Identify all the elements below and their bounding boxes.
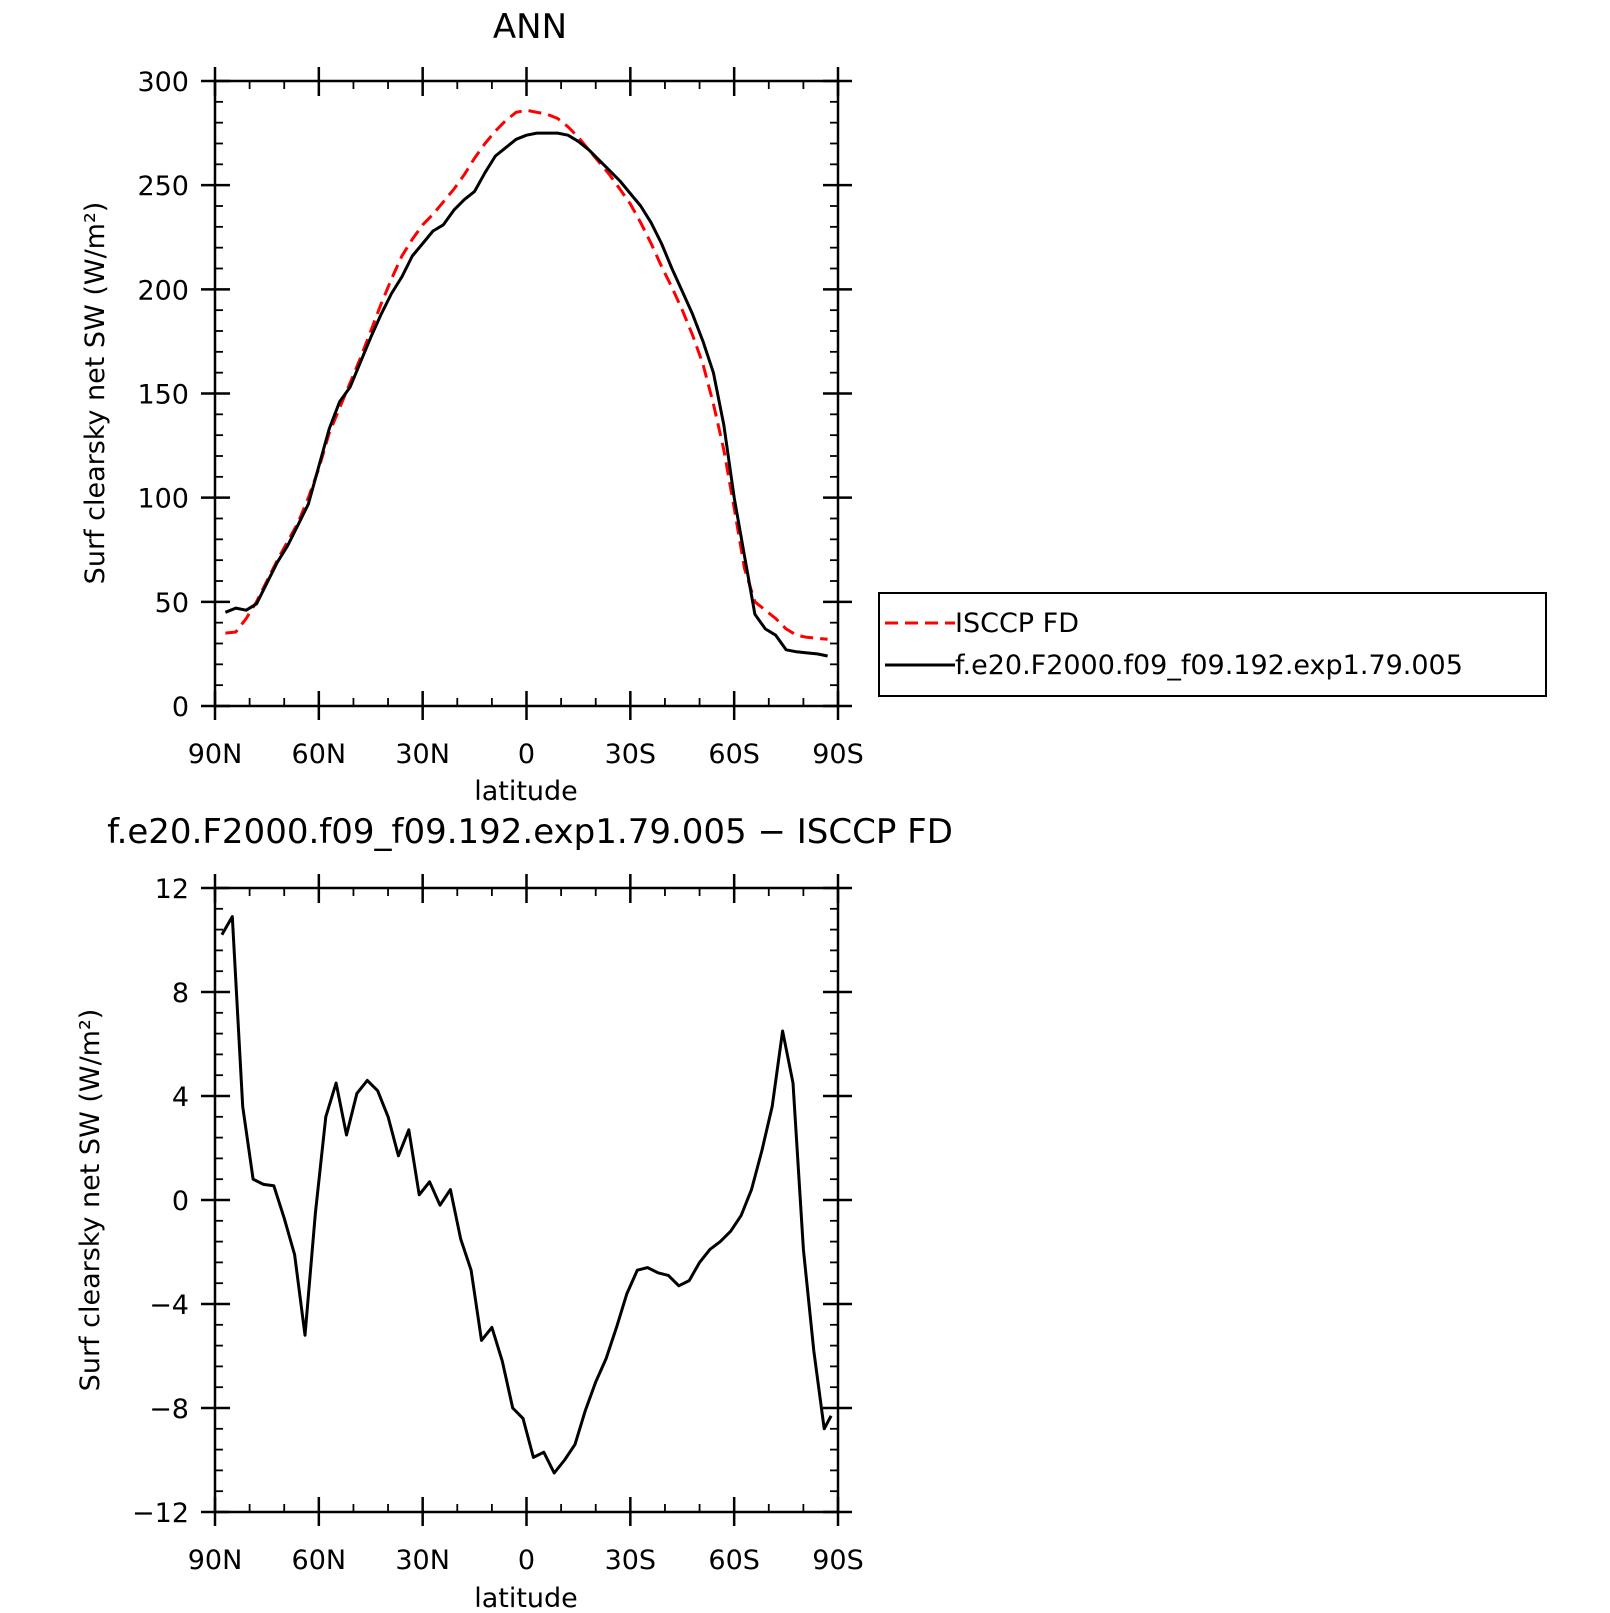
- bottom-x-tick-labels: 90N 60N 30N 0 30S 60S 90S: [188, 1545, 864, 1576]
- bottom-plot-title: f.e20.F2000.f09_f09.192.exp1.79.005 − IS…: [107, 812, 953, 852]
- top-series-line-0: [225, 108, 828, 641]
- bottom-x-tick-label: 90N: [188, 1545, 243, 1576]
- top-y-tick-label: 50: [155, 588, 189, 619]
- bottom-y-tick-label: 12: [155, 874, 189, 905]
- top-x-axis-label: latitude: [474, 776, 578, 807]
- top-series-line-1: [224, 131, 828, 658]
- top-plot-frame: [213, 79, 840, 708]
- top-y-axis-label: Surf clearsky net SW (W/m²): [80, 202, 111, 585]
- top-x-tick-labels: 90N 60N 30N 0 30S 60S 90S: [188, 739, 864, 770]
- top-series-group: [224, 108, 828, 658]
- bottom-x-tick-label: 90S: [812, 1545, 864, 1576]
- top-x-tick-label: 0: [518, 739, 535, 770]
- bottom-x-axis-label: latitude: [474, 1583, 578, 1613]
- bottom-series-line-0: [220, 915, 833, 1475]
- bottom-x-tick-label: 30S: [605, 1545, 657, 1576]
- top-y-tick-label: 200: [137, 275, 189, 306]
- bottom-x-tick-label: 60N: [292, 1545, 347, 1576]
- bottom-y-tick-label: −8: [149, 1394, 189, 1425]
- bottom-y-tick-label: −4: [149, 1290, 189, 1321]
- bottom-x-tick-label: 0: [518, 1545, 535, 1576]
- bottom-panel: f.e20.F2000.f09_f09.192.exp1.79.005 − IS…: [75, 812, 953, 1613]
- top-y-tick-label: 150: [137, 380, 189, 411]
- top-tick-marks: [201, 67, 852, 720]
- bottom-y-tick-label: −12: [132, 1498, 189, 1529]
- top-y-tick-label: 300: [137, 67, 189, 98]
- bottom-y-tick-labels: 12 8 4 0 −4 −8 −12: [132, 874, 189, 1529]
- top-y-tick-label: 250: [137, 171, 189, 202]
- top-y-tick-label: 100: [137, 484, 189, 515]
- top-x-tick-label: 60N: [292, 739, 347, 770]
- top-x-tick-label: 30S: [605, 739, 657, 770]
- top-x-tick-label: 30N: [395, 739, 450, 770]
- bottom-y-tick-label: 8: [172, 978, 189, 1009]
- top-plot-title: ANN: [493, 7, 567, 47]
- legend: ISCCP FD f.e20.F2000.f09_f09.192.exp1.79…: [878, 592, 1547, 697]
- bottom-y-axis-label: Surf clearsky net SW (W/m²): [75, 1009, 106, 1392]
- legend-label-model: f.e20.F2000.f09_f09.192.exp1.79.005: [955, 650, 1463, 681]
- bottom-series-group: [220, 915, 833, 1475]
- bottom-x-tick-label: 60S: [708, 1545, 760, 1576]
- top-y-tick-label: 0: [172, 692, 189, 723]
- bottom-y-tick-label: 4: [172, 1082, 189, 1113]
- bottom-plot-frame: [213, 886, 840, 1514]
- bottom-x-tick-label: 30N: [395, 1545, 450, 1576]
- top-x-tick-label: 90S: [812, 739, 864, 770]
- legend-box: [878, 592, 1547, 697]
- top-x-tick-label: 90N: [188, 739, 243, 770]
- bottom-y-tick-label: 0: [172, 1186, 189, 1217]
- legend-label-isccp: ISCCP FD: [955, 608, 1079, 639]
- top-y-tick-labels: 0 50 100 150 200 250 300: [137, 67, 189, 723]
- top-x-tick-label: 60S: [708, 739, 760, 770]
